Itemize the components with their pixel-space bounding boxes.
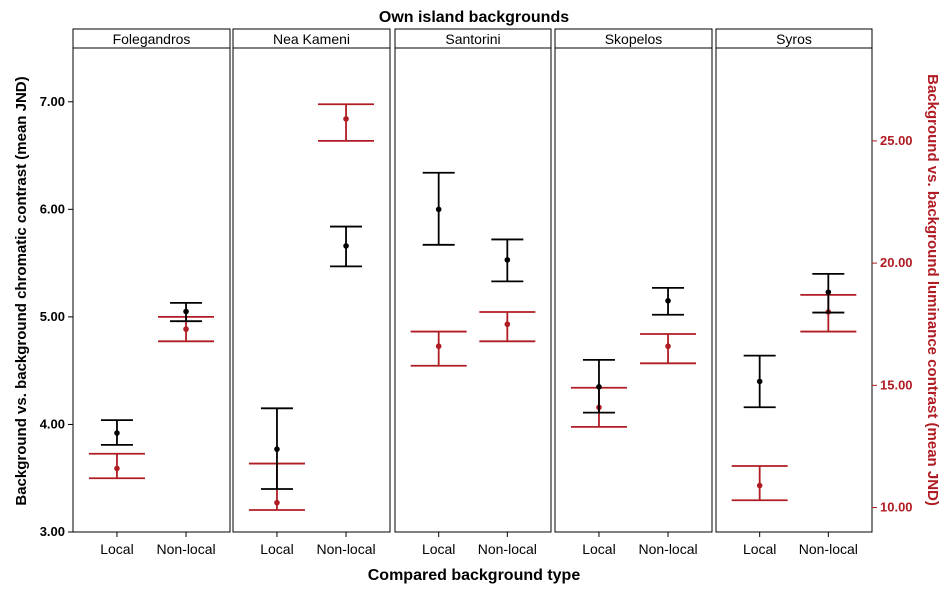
chromatic-mean-point bbox=[504, 257, 511, 263]
luminance-errorbar bbox=[410, 330, 467, 367]
x-tick-label: Non-local bbox=[478, 541, 537, 557]
x-tick-label: Non-local bbox=[799, 541, 858, 557]
panel-label: Nea Kameni bbox=[273, 31, 350, 47]
panel-folegandros: Folegandros Local Non-local bbox=[72, 28, 231, 557]
panel-label: Santorini bbox=[445, 31, 500, 47]
luminance-mean-point bbox=[435, 343, 442, 350]
luminance-errorbar bbox=[479, 311, 536, 343]
chart-title: Own island backgrounds bbox=[379, 9, 569, 26]
luminance-errorbar bbox=[731, 465, 788, 502]
panels-group: Folegandros Local Non-local Nea Kameni Local… bbox=[72, 28, 873, 557]
panel-frame bbox=[715, 47, 873, 533]
chromatic-errorbar bbox=[582, 359, 615, 414]
chromatic-mean-point bbox=[183, 308, 189, 315]
y-right-tick-label: 15.00 bbox=[880, 377, 913, 392]
x-tick-label: Local bbox=[422, 541, 455, 557]
luminance-mean-point bbox=[343, 116, 349, 122]
panel-santorini: Santorini Local Non-local bbox=[394, 28, 552, 557]
chromatic-mean-point bbox=[435, 206, 442, 213]
y-left-tick-label: 4.00 bbox=[40, 416, 65, 431]
x-axis-title: Compared background type bbox=[368, 567, 581, 584]
y-right-tick-label: 20.00 bbox=[880, 255, 913, 270]
panel-frame bbox=[232, 47, 391, 533]
chromatic-mean-point bbox=[596, 384, 602, 390]
luminance-mean-point bbox=[274, 499, 280, 506]
left-axis: 3.00 4.00 5.00 6.00 7.00 bbox=[40, 94, 73, 539]
luminance-mean-point bbox=[665, 343, 671, 350]
chromatic-mean-point bbox=[343, 243, 349, 249]
luminance-mean-point bbox=[504, 321, 511, 328]
panel-frame bbox=[554, 47, 713, 533]
x-tick-label: Local bbox=[260, 541, 293, 557]
y-axis-left-title: Background vs. background chromatic cont… bbox=[13, 76, 30, 505]
y-axis-right-title: Background vs. background luminance cont… bbox=[924, 74, 941, 506]
x-tick-label: Local bbox=[743, 541, 776, 557]
chromatic-errorbar bbox=[743, 354, 776, 409]
luminance-mean-point bbox=[183, 326, 189, 332]
x-tick-label: Non-local bbox=[638, 541, 697, 557]
y-right-tick-label: 10.00 bbox=[880, 500, 913, 515]
y-left-tick-label: 6.00 bbox=[40, 201, 65, 216]
chromatic-mean-point bbox=[825, 289, 832, 295]
panel-nea-kameni: Nea Kameni Local Non-local bbox=[232, 28, 391, 557]
chromatic-errorbar bbox=[330, 225, 363, 268]
chromatic-errorbar bbox=[491, 238, 524, 283]
chromatic-errorbar bbox=[422, 171, 455, 246]
panel-label: Syros bbox=[776, 31, 812, 47]
panel-frame bbox=[72, 47, 231, 533]
y-left-tick-label: 7.00 bbox=[40, 94, 65, 109]
panel-label: Skopelos bbox=[605, 31, 663, 47]
luminance-mean-point bbox=[114, 465, 120, 472]
chromatic-mean-point bbox=[274, 446, 280, 452]
chromatic-mean-point bbox=[114, 430, 120, 436]
panel-skopelos: Skopelos Local Non-local bbox=[554, 28, 713, 557]
right-axis: 10.00 15.00 20.00 25.00 bbox=[872, 133, 913, 515]
x-tick-label: Local bbox=[100, 541, 133, 557]
chromatic-mean-point bbox=[756, 378, 763, 385]
chromatic-errorbar bbox=[812, 272, 845, 314]
chromatic-errorbar bbox=[170, 302, 203, 323]
y-left-tick-label: 3.00 bbox=[40, 524, 65, 539]
luminance-errorbar bbox=[318, 103, 375, 142]
x-tick-label: Local bbox=[582, 541, 615, 557]
luminance-errorbar bbox=[640, 333, 697, 365]
chromatic-errorbar bbox=[100, 419, 133, 446]
x-tick-label: Non-local bbox=[316, 541, 375, 557]
y-right-tick-label: 25.00 bbox=[880, 133, 913, 148]
panel-syros: Syros Local Non-local bbox=[715, 28, 873, 557]
x-tick-label: Non-local bbox=[156, 541, 215, 557]
luminance-mean-point bbox=[756, 482, 763, 489]
panel-label: Folegandros bbox=[113, 31, 191, 47]
luminance-errorbar bbox=[88, 452, 145, 480]
y-left-tick-label: 5.00 bbox=[40, 309, 65, 324]
chromatic-errorbar bbox=[652, 286, 685, 316]
chromatic-mean-point bbox=[665, 297, 671, 304]
panel-frame bbox=[394, 47, 552, 533]
chromatic-errorbar bbox=[260, 407, 293, 490]
